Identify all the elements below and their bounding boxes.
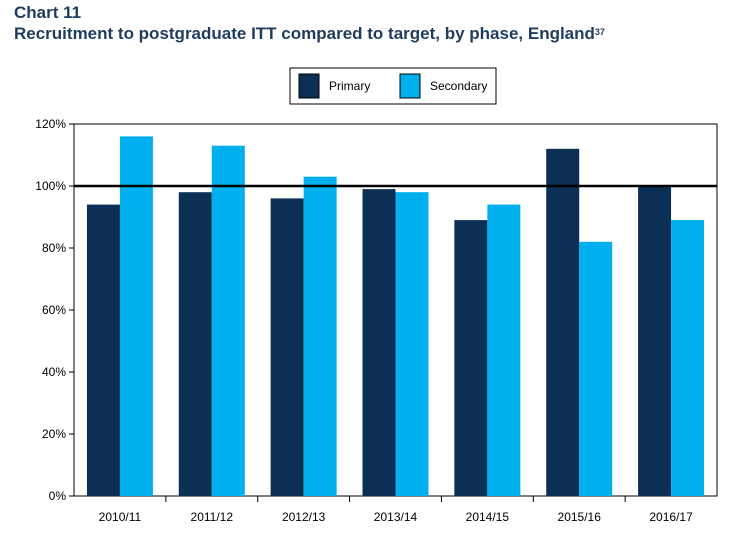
plot-area: 0% 20% 40% 60% 80% 100% 120% 2010/11 2011/12 2012…	[35, 117, 718, 524]
y-tick-label: 120%	[35, 117, 66, 131]
x-tick-label: 2013/14	[374, 510, 418, 524]
bar-primary-2011-12	[178, 192, 212, 496]
x-tick-label: 2015/16	[558, 510, 602, 524]
y-tick-label: 20%	[42, 427, 66, 441]
x-tick-label: 2016/17	[649, 510, 693, 524]
bar-primary-2012-13	[270, 198, 304, 496]
bar-secondary-2013-14	[395, 192, 429, 496]
chart-heading: Chart 11 Recruitment to postgraduate ITT…	[14, 2, 605, 44]
x-tick-label: 2010/11	[99, 510, 142, 524]
legend-swatch-secondary	[399, 73, 421, 99]
y-tick-label: 100%	[35, 179, 66, 193]
bar-secondary-2010-11	[119, 136, 153, 496]
y-tick-label: 60%	[42, 303, 66, 317]
x-tick-label: 2011/12	[191, 510, 234, 524]
y-tick-label: 40%	[42, 365, 66, 379]
x-tick-label: 2012/13	[282, 510, 326, 524]
chart-number: Chart 11	[14, 3, 82, 22]
legend-swatch-primary	[298, 73, 320, 99]
bar-secondary-2015-16	[579, 241, 613, 496]
chart-title: Recruitment to postgraduate ITT compared…	[14, 23, 605, 44]
bar-secondary-2011-12	[211, 145, 245, 496]
footnote-marker: 37	[594, 27, 605, 37]
bar-primary-2014-15	[454, 220, 488, 496]
x-tick-label: 2014/15	[466, 510, 510, 524]
bar-secondary-2012-13	[303, 176, 337, 496]
legend-box	[289, 67, 497, 105]
chart-title-text: Recruitment to postgraduate ITT compared…	[14, 24, 595, 43]
bar-primary-2016-17	[638, 186, 672, 496]
y-tick-label: 0%	[49, 489, 67, 503]
bar-primary-2013-14	[362, 189, 396, 496]
bar-primary-2010-11	[86, 204, 120, 496]
bar-secondary-2016-17	[671, 220, 705, 496]
y-tick-label: 80%	[42, 241, 66, 255]
legend-label-primary: Primary	[329, 79, 370, 93]
bar-secondary-2014-15	[487, 204, 521, 496]
legend-label-secondary: Secondary	[430, 79, 487, 93]
legend: Primary Secondary	[289, 67, 497, 105]
bar-primary-2015-16	[546, 148, 580, 497]
